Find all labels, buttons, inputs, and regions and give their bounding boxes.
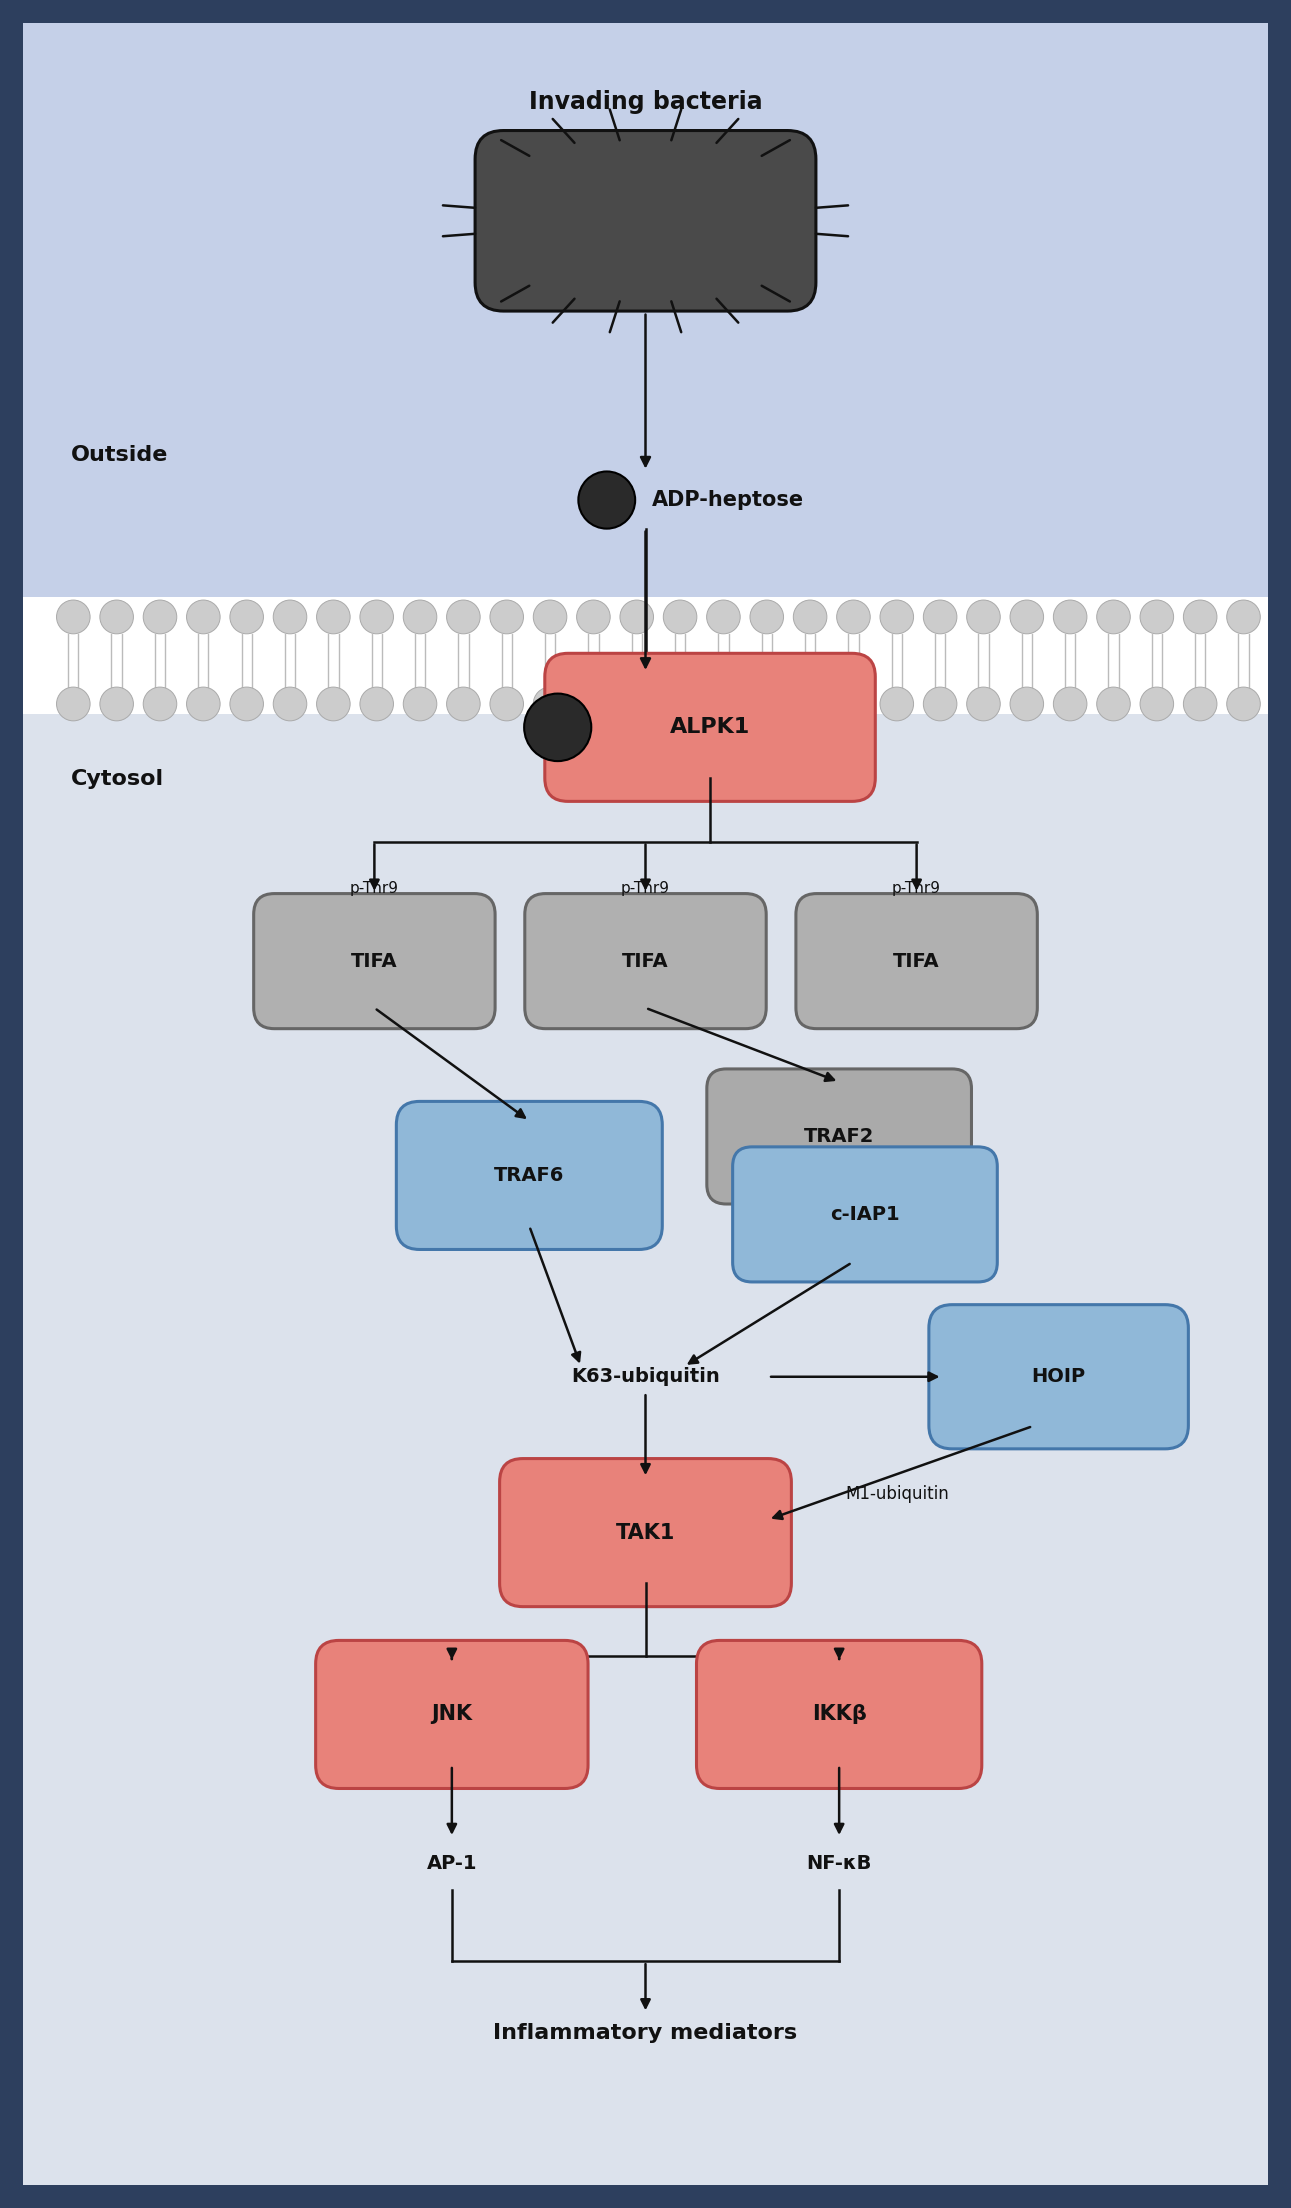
Circle shape — [1053, 601, 1087, 634]
Circle shape — [316, 601, 350, 634]
Circle shape — [491, 687, 524, 720]
Circle shape — [99, 601, 133, 634]
Circle shape — [186, 601, 219, 634]
Text: ALPK1: ALPK1 — [670, 718, 750, 737]
Circle shape — [1097, 601, 1131, 634]
Text: p-Thr9: p-Thr9 — [892, 881, 941, 896]
Circle shape — [1010, 601, 1043, 634]
Circle shape — [1184, 601, 1217, 634]
FancyBboxPatch shape — [795, 894, 1038, 1029]
Circle shape — [577, 601, 611, 634]
Circle shape — [1010, 687, 1043, 720]
Circle shape — [750, 687, 784, 720]
Text: IKKβ: IKKβ — [812, 1705, 866, 1724]
Circle shape — [1140, 687, 1174, 720]
Circle shape — [923, 687, 957, 720]
Circle shape — [577, 687, 611, 720]
FancyBboxPatch shape — [315, 1641, 587, 1788]
Text: HOIP: HOIP — [1032, 1367, 1086, 1387]
Circle shape — [706, 687, 740, 720]
Circle shape — [491, 601, 524, 634]
FancyBboxPatch shape — [707, 1069, 971, 1203]
Circle shape — [360, 687, 394, 720]
Circle shape — [316, 687, 350, 720]
Text: M1-ubiquitin: M1-ubiquitin — [846, 1484, 949, 1504]
Circle shape — [403, 687, 436, 720]
Circle shape — [533, 687, 567, 720]
Circle shape — [533, 601, 567, 634]
Circle shape — [750, 601, 784, 634]
Circle shape — [230, 687, 263, 720]
Text: K63-ubiquitin: K63-ubiquitin — [571, 1367, 720, 1387]
Text: Cytosol: Cytosol — [71, 768, 164, 788]
Circle shape — [1226, 601, 1260, 634]
Circle shape — [793, 601, 828, 634]
Circle shape — [1140, 601, 1174, 634]
Circle shape — [1053, 687, 1087, 720]
Circle shape — [230, 601, 263, 634]
Circle shape — [620, 601, 653, 634]
Circle shape — [923, 601, 957, 634]
Text: NF-κB: NF-κB — [807, 1855, 871, 1872]
Circle shape — [1226, 687, 1260, 720]
FancyBboxPatch shape — [524, 894, 767, 1029]
Text: TAK1: TAK1 — [616, 1524, 675, 1543]
Circle shape — [403, 601, 436, 634]
Text: TIFA: TIFA — [351, 952, 398, 972]
Circle shape — [837, 687, 870, 720]
Circle shape — [143, 601, 177, 634]
FancyBboxPatch shape — [500, 1459, 791, 1607]
FancyBboxPatch shape — [396, 1102, 662, 1250]
Circle shape — [664, 601, 697, 634]
FancyBboxPatch shape — [733, 1146, 997, 1283]
Circle shape — [360, 601, 394, 634]
Bar — [23, 715, 1268, 2184]
Text: Inflammatory mediators: Inflammatory mediators — [493, 2023, 798, 2042]
Circle shape — [274, 687, 307, 720]
FancyBboxPatch shape — [928, 1305, 1188, 1448]
Circle shape — [793, 687, 828, 720]
Circle shape — [967, 687, 1001, 720]
Circle shape — [706, 601, 740, 634]
FancyBboxPatch shape — [475, 130, 816, 311]
Circle shape — [447, 601, 480, 634]
Text: TRAF2: TRAF2 — [804, 1126, 874, 1146]
Bar — [23, 24, 1268, 715]
Circle shape — [99, 687, 133, 720]
Circle shape — [274, 601, 307, 634]
Text: TRAF6: TRAF6 — [494, 1166, 564, 1186]
Text: TIFA: TIFA — [622, 952, 669, 972]
Circle shape — [57, 687, 90, 720]
FancyBboxPatch shape — [253, 894, 496, 1029]
Circle shape — [1184, 687, 1217, 720]
Text: Outside: Outside — [71, 444, 168, 464]
Circle shape — [447, 687, 480, 720]
Text: Invading bacteria: Invading bacteria — [529, 91, 762, 115]
Text: ADP-heptose: ADP-heptose — [652, 490, 804, 510]
Circle shape — [57, 601, 90, 634]
Circle shape — [143, 687, 177, 720]
Circle shape — [524, 693, 591, 762]
Text: p-Thr9: p-Thr9 — [350, 881, 399, 896]
Bar — [23, 598, 1268, 715]
Circle shape — [664, 687, 697, 720]
Text: TIFA: TIFA — [893, 952, 940, 972]
FancyBboxPatch shape — [545, 654, 875, 802]
Text: AP-1: AP-1 — [426, 1855, 478, 1872]
Circle shape — [880, 687, 914, 720]
Circle shape — [837, 601, 870, 634]
Circle shape — [620, 687, 653, 720]
FancyBboxPatch shape — [697, 1641, 982, 1788]
Circle shape — [1097, 687, 1131, 720]
Circle shape — [967, 601, 1001, 634]
Text: c-IAP1: c-IAP1 — [830, 1206, 900, 1223]
Circle shape — [880, 601, 914, 634]
Text: JNK: JNK — [431, 1705, 473, 1724]
Text: p-Thr9: p-Thr9 — [621, 881, 670, 896]
Circle shape — [578, 473, 635, 528]
Circle shape — [186, 687, 219, 720]
